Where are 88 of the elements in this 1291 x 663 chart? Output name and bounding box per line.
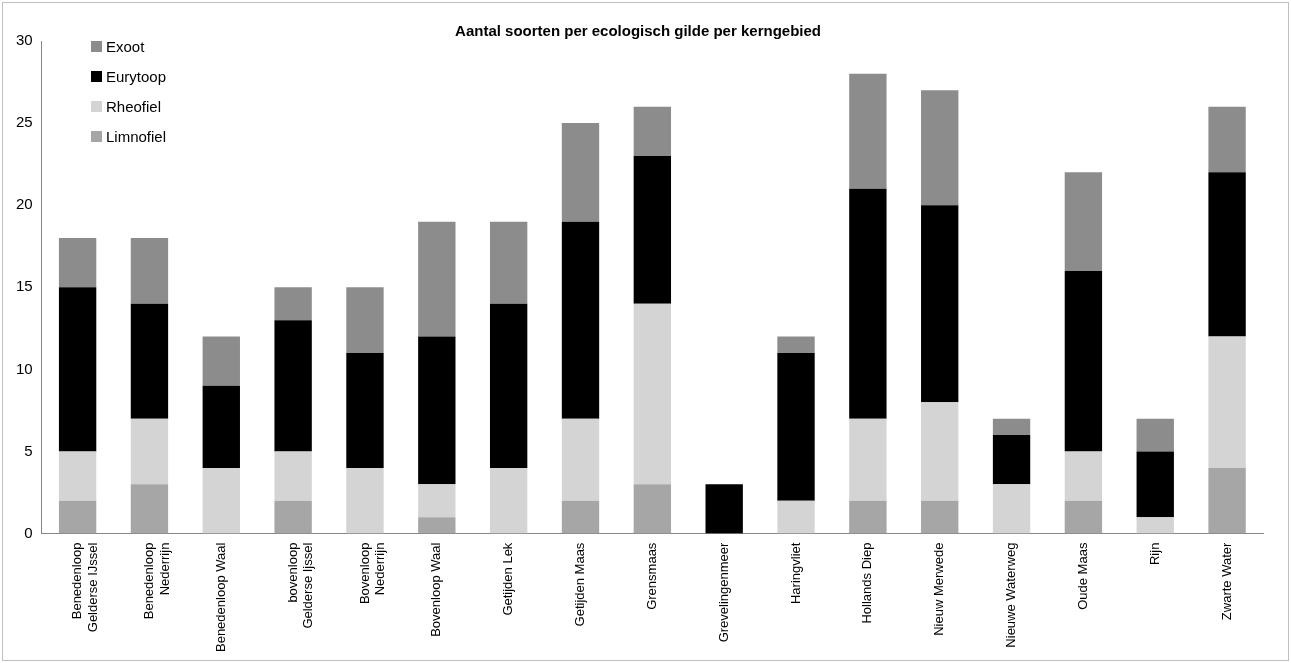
bar <box>1208 336 1246 468</box>
x-tick-label: Bovenloop Waal <box>428 542 444 637</box>
y-tick-label: 0 <box>24 523 33 541</box>
bar <box>1136 517 1174 534</box>
bar <box>561 418 600 501</box>
x-tick-label: Getijden Maas <box>572 542 588 627</box>
bar <box>202 467 240 534</box>
bar <box>130 238 169 304</box>
bar <box>1208 172 1246 337</box>
bar <box>921 402 959 501</box>
x-tick-label: Rijn <box>1146 542 1162 566</box>
bar <box>849 73 887 189</box>
bar <box>633 484 672 534</box>
bar <box>633 155 672 304</box>
bar <box>705 484 743 534</box>
bar <box>489 467 528 534</box>
bar <box>130 418 169 485</box>
y-tick-label: 10 <box>16 359 33 377</box>
y-tick-label: 20 <box>16 195 33 213</box>
x-tick-label: bovenloop Gelderse Ijssel <box>284 542 316 629</box>
legend-label: Exoot <box>105 36 146 57</box>
y-tick-label: 25 <box>16 113 33 131</box>
legend-label: Eurytoop <box>105 66 167 87</box>
bar <box>58 287 97 452</box>
y-tick-label: 15 <box>16 277 33 295</box>
x-tick-label: Grensmaas <box>643 542 659 610</box>
x-tick-label: Grevelingenmeer <box>715 541 731 643</box>
bar <box>561 500 600 534</box>
y-tick-label: 30 <box>16 31 33 49</box>
x-tick-label: Oude Maas <box>1074 542 1090 610</box>
bar <box>777 336 815 353</box>
bar <box>346 287 384 353</box>
bar <box>849 418 887 501</box>
bar <box>274 287 312 321</box>
bar <box>58 451 97 501</box>
bar <box>1136 451 1174 518</box>
x-tick-label: Bovenloop Nederrijn <box>356 542 388 605</box>
y-tick-label: 5 <box>24 441 33 459</box>
bar <box>418 336 456 485</box>
bar <box>58 500 97 534</box>
bar <box>633 106 672 156</box>
bar <box>1136 418 1174 452</box>
bar <box>1208 106 1246 173</box>
bar <box>992 418 1031 436</box>
bar <box>992 484 1031 534</box>
bar <box>849 188 887 419</box>
bar <box>561 123 600 222</box>
bar <box>489 303 528 468</box>
x-tick-label: Zwarte Water <box>1218 541 1234 621</box>
bar <box>202 385 240 468</box>
bar <box>346 353 384 468</box>
bar <box>418 484 456 518</box>
legend-label: Limnofiel <box>105 126 167 147</box>
bar <box>274 500 312 534</box>
x-tick-label: Benedenloop Waal <box>212 542 228 653</box>
bar <box>418 517 456 534</box>
legend-label: Rheofiel <box>105 96 163 117</box>
bar <box>418 221 456 337</box>
bar <box>921 500 959 534</box>
x-tick-label: Benedenloop Gelderse IJssel <box>69 542 100 633</box>
bar <box>777 353 815 501</box>
bar <box>992 435 1031 485</box>
bar <box>849 500 887 534</box>
bar <box>777 500 815 534</box>
bar <box>130 484 169 534</box>
bar <box>633 303 672 485</box>
bar <box>1064 270 1103 452</box>
bar <box>1064 500 1103 534</box>
bar <box>921 90 959 206</box>
bar <box>489 221 528 304</box>
bar <box>274 451 312 501</box>
x-tick-label: Benedenloop Nederrijn <box>141 542 172 620</box>
bar <box>130 303 169 419</box>
x-tick-label: Getijden Lek <box>500 542 516 616</box>
x-tick-label: Nieuwe Waterweg <box>1003 542 1019 648</box>
chart-title: Aantal soorten per ecologisch gilde per kerngebied <box>455 22 821 40</box>
bar <box>274 320 312 452</box>
bar <box>1064 451 1103 501</box>
x-tick-label: Haringvliet <box>787 542 803 605</box>
x-tick-label: Nieuw Merwede <box>931 542 947 636</box>
bar <box>58 238 97 288</box>
bar <box>921 205 959 403</box>
bar <box>561 221 600 419</box>
bar <box>1064 172 1103 271</box>
bar <box>202 336 240 386</box>
x-tick-label: Hollands Diep <box>859 542 875 624</box>
bar <box>1208 467 1246 534</box>
bar <box>346 467 384 534</box>
